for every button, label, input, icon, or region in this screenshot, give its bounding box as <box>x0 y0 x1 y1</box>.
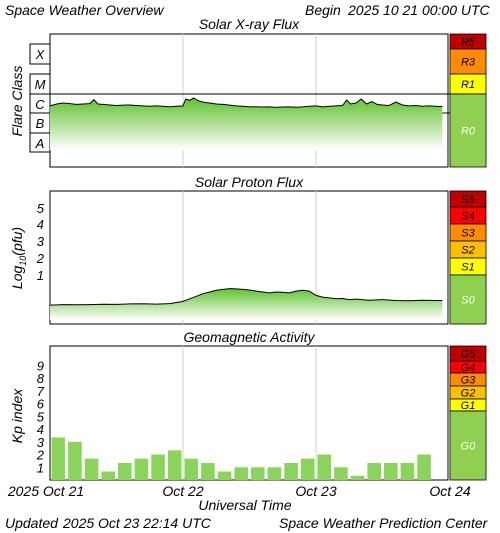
credit-text: Space Weather Prediction Center <box>279 515 488 531</box>
y-tick-label: 3 <box>37 435 45 450</box>
proton-panel-title: Solar Proton Flux <box>195 174 304 190</box>
y-tick-label: M <box>35 77 46 92</box>
time-x-ticks: 2025 Oct 21 Oct 22 Oct 23 Oct 24 <box>7 483 471 499</box>
y-tick-label: B <box>36 116 45 131</box>
scale-level-label: S4 <box>461 211 474 223</box>
scale-level-label: R5 <box>461 37 476 49</box>
kp-y-axis-label: Kp index <box>9 388 25 443</box>
kp-bar <box>234 467 248 481</box>
scale-level-label: S2 <box>461 245 474 257</box>
scale-level-label: S1 <box>461 262 474 274</box>
kp-bar <box>251 467 265 481</box>
kp-bars <box>51 437 431 481</box>
scale-level-label: G1 <box>461 400 476 412</box>
kp-bar <box>300 458 315 480</box>
kp-bar <box>201 463 215 480</box>
kp-bar <box>84 458 99 480</box>
x-tick-label: Oct 23 <box>295 483 336 499</box>
begin-label: Begin <box>305 2 341 18</box>
y-tick-label: 7 <box>37 384 45 399</box>
kp-bar <box>217 471 232 480</box>
scale-level-G0 <box>449 410 487 481</box>
scale-level-label: G5 <box>461 349 477 361</box>
proton-flux-fill <box>50 288 443 320</box>
kp-bar <box>334 467 348 481</box>
scale-level-label: G4 <box>461 362 476 374</box>
kp-bar <box>384 463 398 480</box>
y-tick-label: 2 <box>36 251 45 266</box>
y-tick-label: 5 <box>37 409 45 424</box>
y-tick-label: 8 <box>37 371 45 386</box>
xray-flux-series <box>49 97 443 150</box>
kp-bar <box>417 454 431 480</box>
y-tick-label: 1 <box>37 268 44 283</box>
kp-plot-frame <box>49 345 449 481</box>
radiation-storm-scale: S5 S4 S3 S2 S1 S0 <box>449 190 487 325</box>
scale-level-label: G0 <box>461 441 477 453</box>
kp-bar <box>167 450 182 480</box>
proton-ylabel-base: 10 <box>18 256 28 266</box>
y-tick-label: X <box>35 47 46 62</box>
page-title: Space Weather Overview <box>5 2 164 18</box>
kp-bar <box>184 458 199 480</box>
radio-blackout-scale: R5 R3 R1 R0 <box>449 33 487 168</box>
scale-level-label: G3 <box>461 375 477 387</box>
x-axis-label: Universal Time <box>198 497 291 513</box>
x-tick-label: 2025 Oct 21 <box>7 483 84 499</box>
kp-bar <box>151 454 165 480</box>
kp-bar <box>400 463 415 480</box>
kp-bar <box>350 475 365 480</box>
scale-level-S0 <box>449 274 487 325</box>
y-tick-label: 1 <box>37 460 44 475</box>
xray-y-axis-label: Flare Class <box>9 66 25 137</box>
y-tick-label: C <box>35 97 45 112</box>
scale-level-label: S5 <box>461 194 475 206</box>
kp-panel-title: Geomagnetic Activity <box>184 329 316 345</box>
kp-bar <box>134 458 149 480</box>
y-tick-label: 4 <box>37 217 44 232</box>
scale-level-label: S3 <box>461 228 475 240</box>
scale-level-R0 <box>449 93 487 168</box>
begin-datetime: 2025 10 21 00:00 UTC <box>348 2 490 18</box>
y-tick-label: 5 <box>37 201 45 216</box>
scale-level-label: R1 <box>461 79 475 91</box>
scale-level-label: R3 <box>461 57 476 69</box>
y-tick-label: 3 <box>37 234 45 249</box>
kp-bar <box>101 471 115 480</box>
updated-label: Updated <box>5 515 58 531</box>
y-tick-label: 6 <box>37 397 45 412</box>
xray-flux-fill <box>50 98 443 150</box>
proton-flux-line <box>49 288 443 306</box>
scale-level-label: S0 <box>461 295 475 307</box>
y-tick-label: A <box>35 136 45 151</box>
x-tick-label: Oct 22 <box>162 483 203 499</box>
xray-panel-title: Solar X-ray Flux <box>199 16 300 32</box>
scale-level-label: R0 <box>461 126 476 138</box>
y-tick-label: 9 <box>37 358 44 373</box>
kp-bar <box>118 463 132 480</box>
kp-bar <box>68 441 82 481</box>
kp-bar <box>284 463 298 480</box>
y-tick-label: 2 <box>36 448 45 463</box>
proton-y-ticks: 54 3 2 1 <box>36 201 45 283</box>
scale-level-label: G2 <box>461 388 476 400</box>
xray-flux-line <box>49 97 443 108</box>
kp-bar <box>51 437 66 480</box>
proton-y-axis-label: Log10(pfu) <box>9 227 28 289</box>
proton-flux-series <box>49 288 443 320</box>
y-tick-label: 4 <box>37 422 44 437</box>
kp-bar <box>267 467 282 481</box>
kp-bar <box>367 463 381 480</box>
kp-bar <box>317 454 332 480</box>
proton-ylabel-unit: (pfu) <box>9 227 25 256</box>
updated-datetime: 2025 Oct 23 22:14 UTC <box>63 515 211 531</box>
proton-ylabel-log: Log <box>9 266 25 290</box>
x-tick-label: Oct 24 <box>429 483 470 499</box>
